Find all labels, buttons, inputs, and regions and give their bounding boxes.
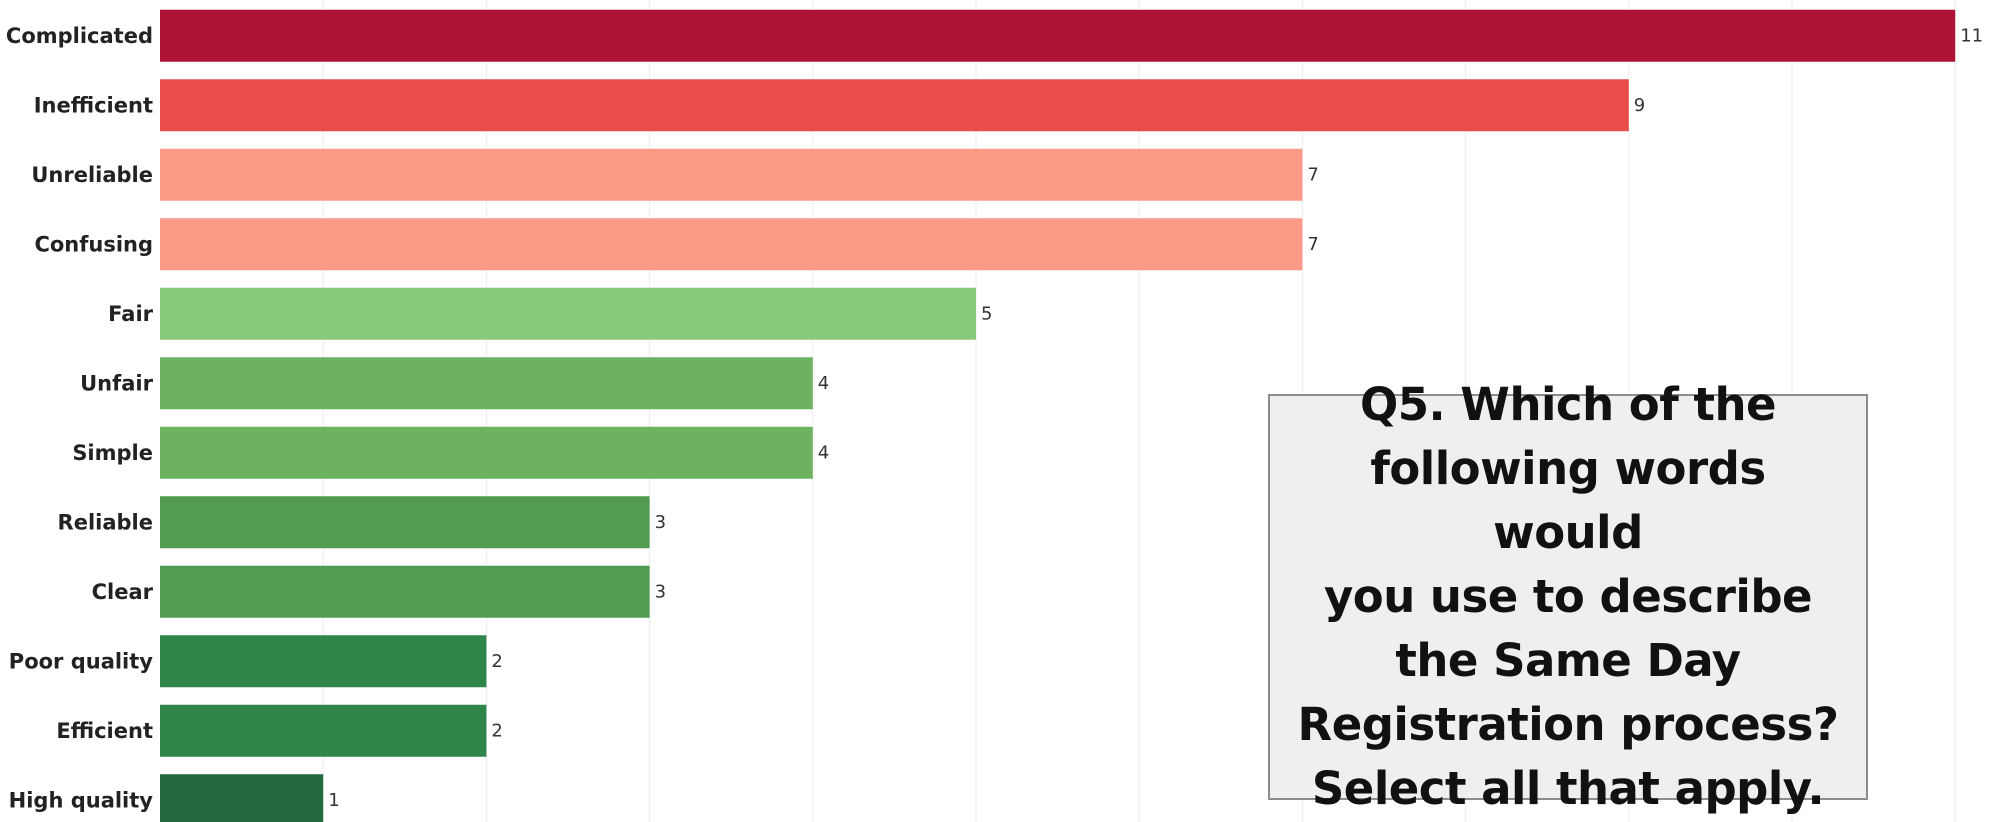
bar: [160, 287, 976, 340]
value-label: 7: [1307, 164, 1318, 185]
bar: [160, 496, 650, 549]
bar: [160, 9, 1956, 62]
value-label: 2: [491, 720, 502, 741]
category-labels: Complicated Inefficient Unreliable Confusin…: [6, 24, 154, 813]
category-label: Reliable: [58, 510, 153, 534]
value-label: 11: [1960, 25, 1983, 46]
category-label: Efficient: [56, 719, 153, 743]
category-label: High quality: [9, 788, 154, 812]
value-label: 4: [818, 373, 829, 394]
value-label: 1: [328, 790, 339, 811]
question-box: Q5. Which of the following words would y…: [1268, 378, 1868, 815]
value-label: 9: [1634, 95, 1645, 116]
category-label: Clear: [92, 580, 154, 604]
question-line: following words would: [1370, 442, 1766, 559]
category-label: Complicated: [6, 24, 153, 48]
value-label: 4: [818, 442, 829, 463]
category-label: Fair: [108, 302, 153, 326]
value-label: 7: [1307, 234, 1318, 255]
category-label: Simple: [72, 441, 153, 465]
bar: [160, 426, 813, 479]
question-line: Registration process?: [1297, 698, 1839, 751]
question-line: the Same Day: [1395, 634, 1741, 687]
bar: [160, 565, 650, 618]
bar: [160, 635, 487, 688]
category-label: Confusing: [34, 232, 153, 256]
bar: [160, 774, 324, 822]
question-line: you use to describe: [1323, 570, 1813, 623]
bar: [160, 357, 813, 410]
bars: [160, 9, 1956, 822]
value-labels: 11 9 7 7 5 4 4 3 3 2 2 1: [328, 25, 1983, 811]
value-label: 2: [491, 651, 502, 672]
bar: [160, 148, 1303, 201]
bar: [160, 79, 1629, 132]
bar: [160, 704, 487, 757]
bar: [160, 218, 1303, 271]
question-line: Q5. Which of the: [1359, 378, 1777, 431]
value-label: 5: [981, 303, 992, 324]
question-line: Select all that apply.: [1311, 762, 1825, 815]
category-label: Poor quality: [9, 649, 154, 673]
category-label: Unfair: [80, 371, 154, 395]
category-label: Unreliable: [31, 163, 153, 187]
value-label: 3: [655, 581, 666, 602]
question-text: Q5. Which of the following words would y…: [1290, 373, 1846, 821]
category-label: Inefficient: [34, 93, 153, 117]
value-label: 3: [655, 512, 666, 533]
